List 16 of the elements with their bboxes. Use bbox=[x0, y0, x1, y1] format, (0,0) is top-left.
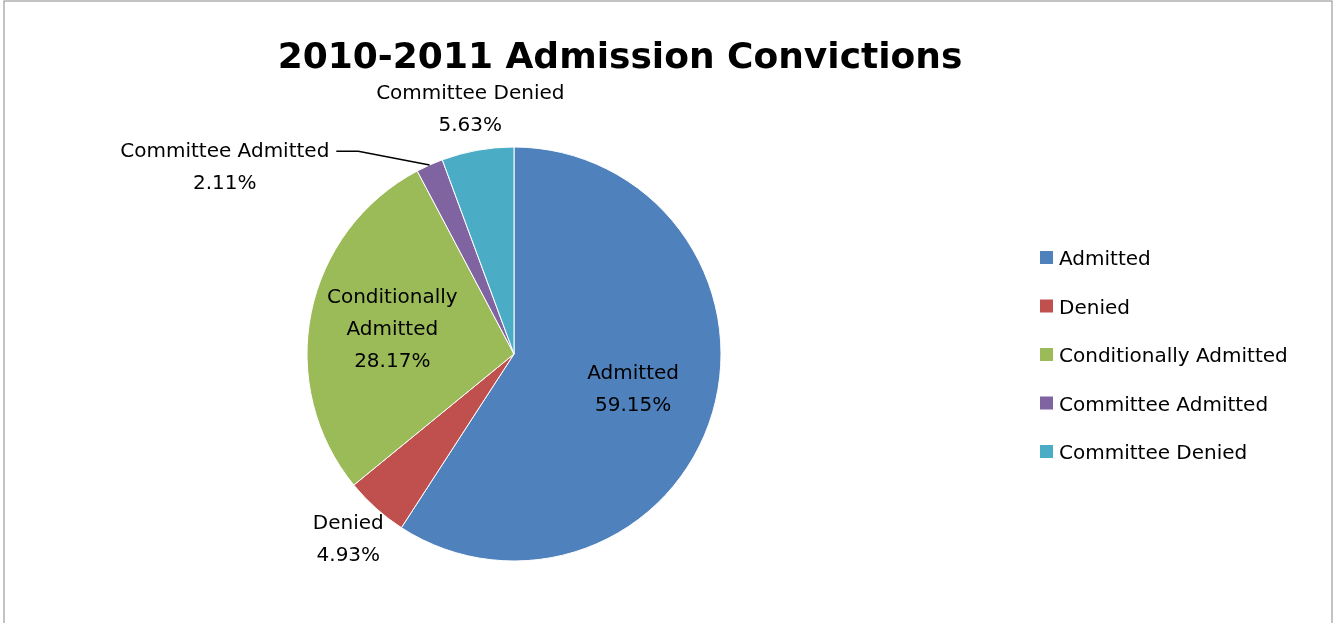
legend-label: Admitted bbox=[1059, 246, 1151, 270]
data-label: 4.93% bbox=[316, 542, 381, 567]
legend-label: Conditionally Admitted bbox=[1059, 343, 1288, 367]
legend-label: Committee Admitted bbox=[1059, 391, 1269, 416]
slice-label: Committee Admitted bbox=[120, 138, 330, 163]
slice-label: Admitted bbox=[587, 360, 679, 385]
slice-label: Denied bbox=[312, 510, 384, 535]
slice-label: Committee Denied bbox=[376, 80, 565, 105]
chart-title: 2010-2011 Admission Convictions bbox=[277, 35, 963, 76]
data-label: 28.17% bbox=[354, 348, 431, 373]
legend-label: Committee Denied bbox=[1059, 440, 1248, 464]
slice-label: Conditionally Admitted bbox=[326, 284, 458, 341]
data-label: 5.63% bbox=[438, 112, 503, 137]
data-label: 2.11% bbox=[193, 170, 257, 195]
data-label: 59.15% bbox=[594, 392, 672, 417]
legend-label: Denied bbox=[1059, 294, 1130, 319]
